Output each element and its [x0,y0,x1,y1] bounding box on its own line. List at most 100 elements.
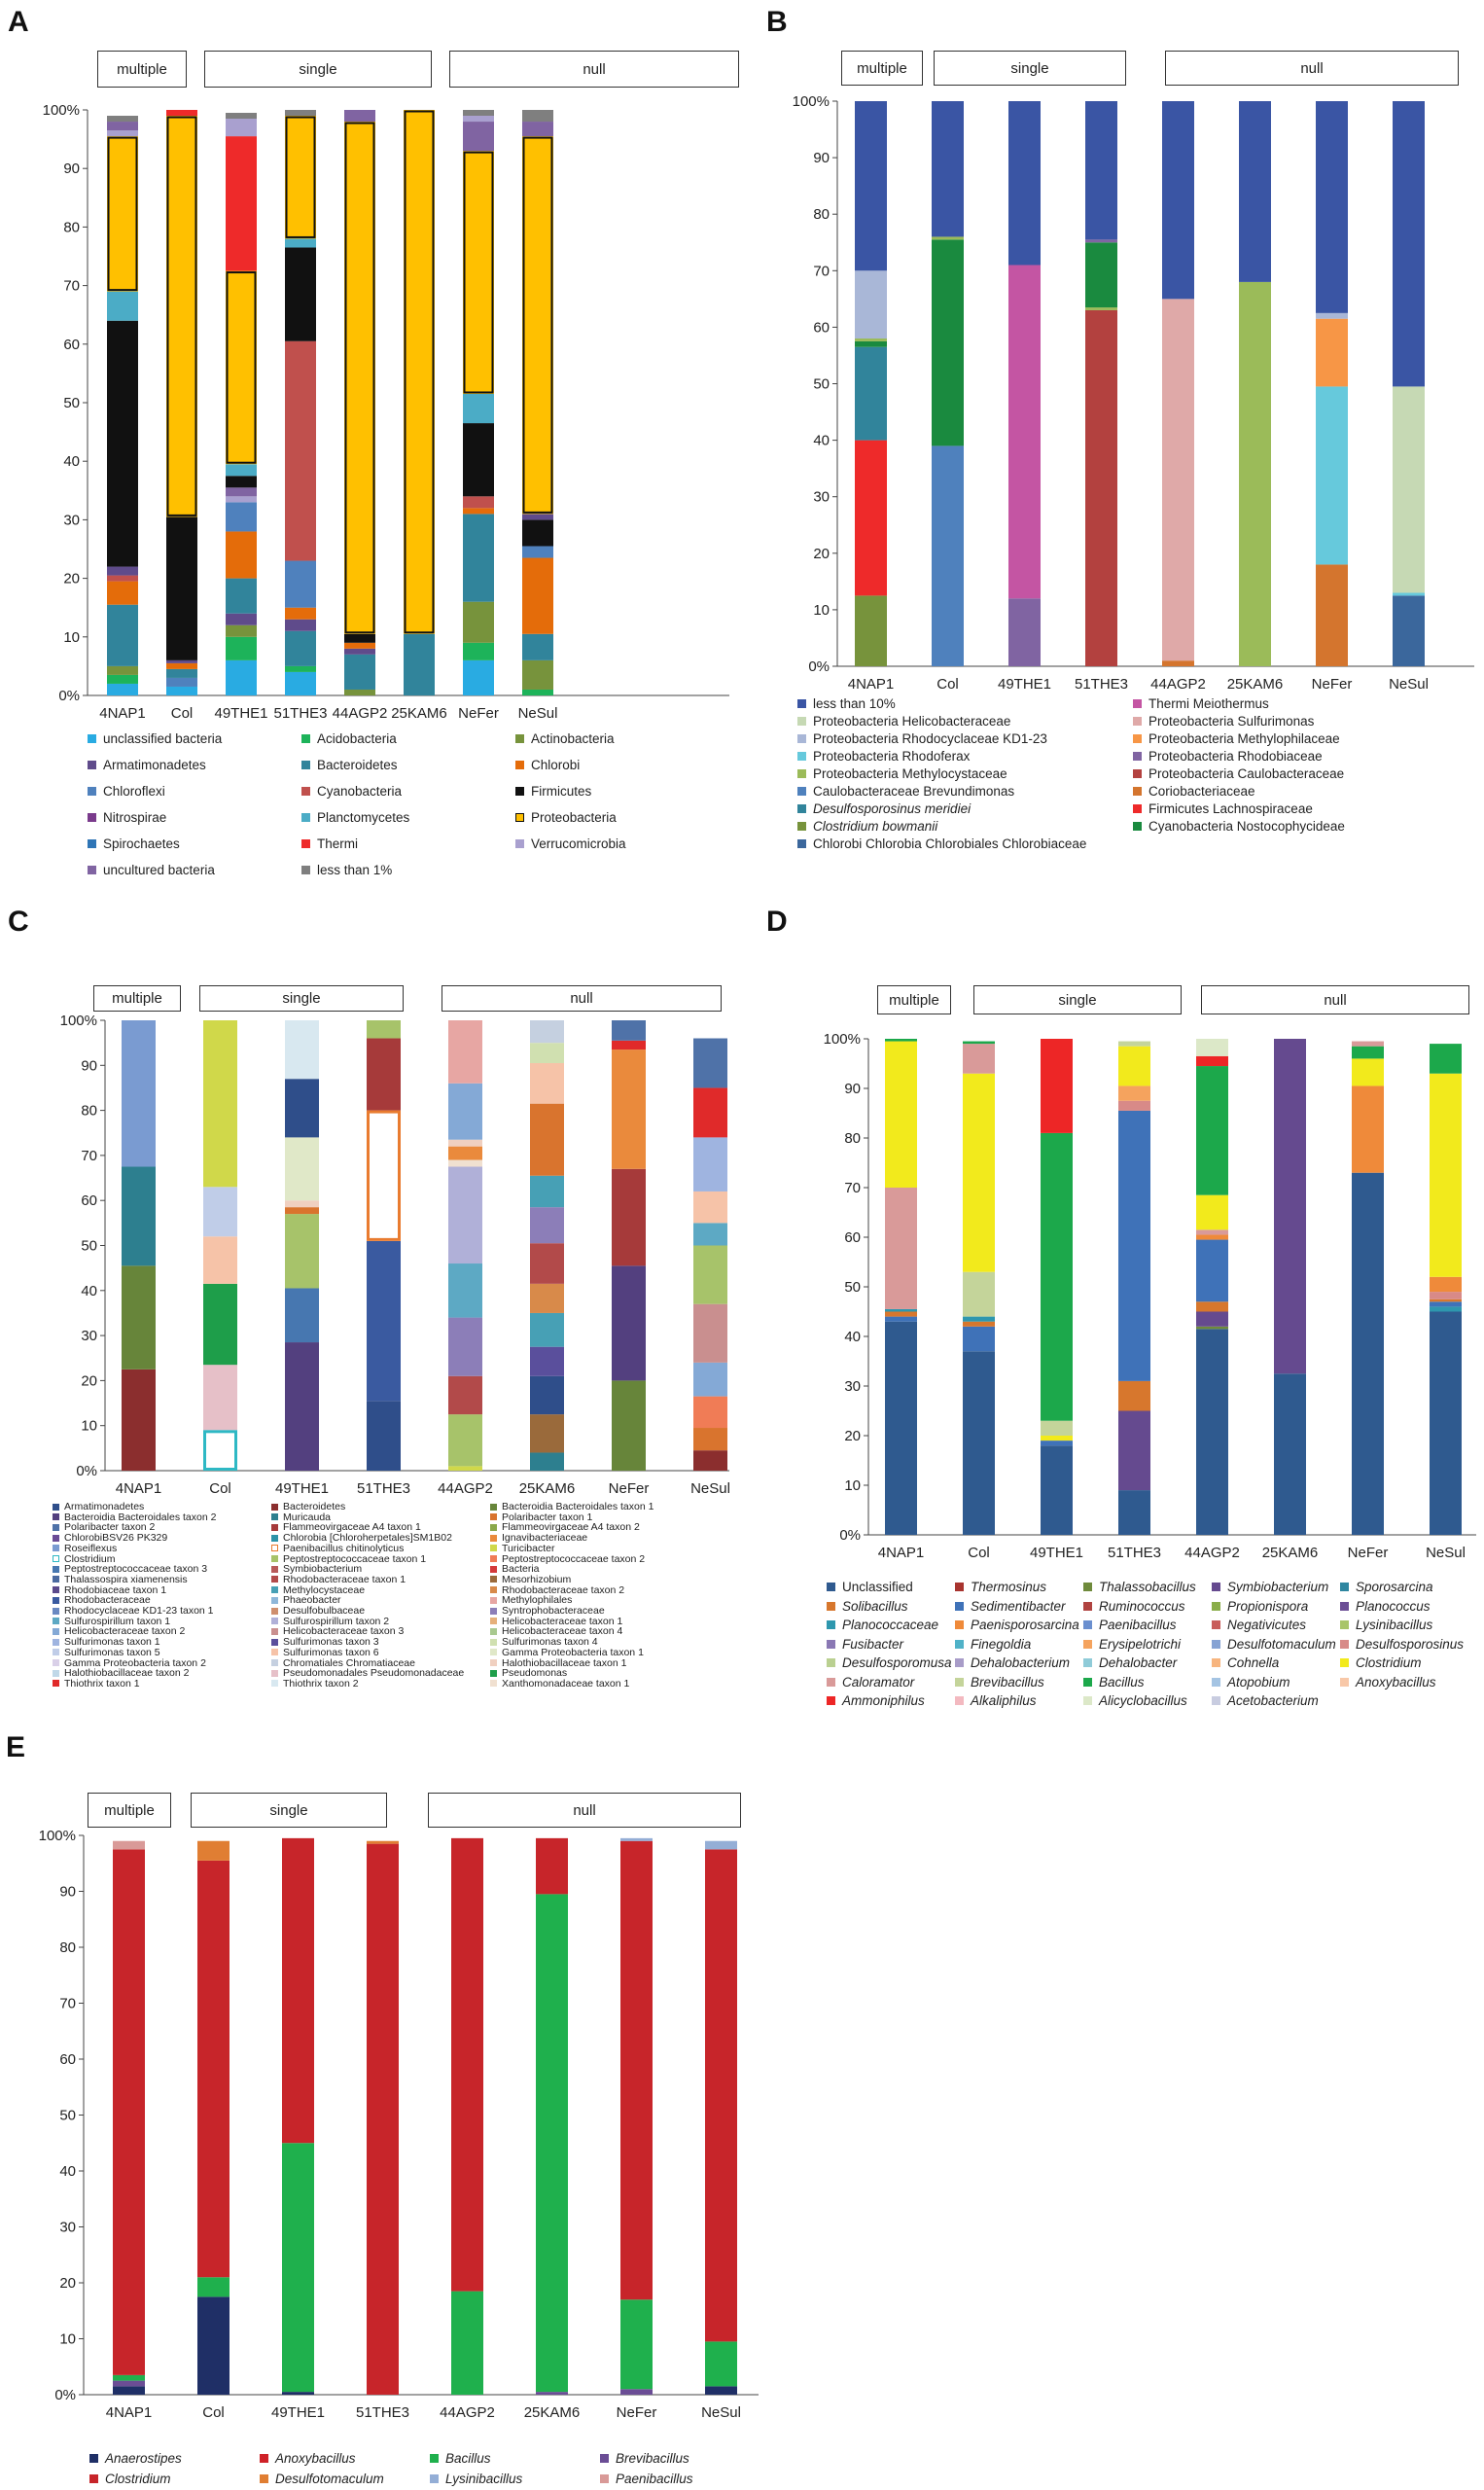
bar-segment-uncultured-bacteria [344,110,375,123]
legend-item-sulfurimonas-taxon-6: Sulfurimonas taxon 6 [271,1647,379,1658]
bar-segment-verrucomicrobia [226,119,257,137]
legend-item-sporosarcina: Sporosarcina [1340,1580,1433,1595]
legend-swatch [490,1565,497,1573]
legend-label: Syntrophobacteraceae [502,1605,605,1617]
legend-label: ChlorobiBSV26 PK329 [64,1532,168,1545]
legend-item-thiothrix-taxon-1: Thiothrix taxon 1 [53,1678,140,1690]
bar-segment-rhodobacteraceae-taxon-2 [530,1283,564,1313]
group-box-multiple: multiple [88,1793,171,1828]
legend-label: Halothiobacillaceae taxon 1 [502,1656,627,1669]
legend-label: Pseudomonas [502,1667,568,1680]
bar-segment-clostridium [1352,1058,1384,1086]
bar-segment-thalassobacillus [1196,1326,1228,1330]
bar-segment-paenibacillus-chitinolyticus [367,1110,401,1241]
y-tick-label: 70 [813,263,830,279]
legend-label: Rhodobiaceae taxon 1 [64,1583,167,1596]
bar-segment-less-than-10 [1162,101,1194,300]
legend-swatch [53,1534,59,1542]
bar-segment-chlorobi [226,531,257,579]
legend-label: Sulfurimonas taxon 6 [283,1646,379,1658]
bar-segment-bacillus [536,1894,568,2393]
legend-label: Paenibacillus chitinolyticus [283,1542,405,1554]
legend-item-alicyclobacillus: Alicyclobacillus [1083,1693,1187,1709]
legend-swatch [53,1576,59,1583]
legend-swatch [1083,1601,1092,1611]
bar-segment-chlorobi [166,662,197,669]
legend-swatch [53,1659,59,1667]
x-tick-label: 25KAM6 [391,705,447,722]
legend-item-cohnella: Cohnella [1212,1655,1279,1671]
y-tick-label: 50 [63,395,80,411]
bar-segment-pseudomonadales-pseudomonadaceae [203,1365,237,1431]
bar-segment-chloroflexi [285,560,316,608]
legend-item-chlorobia-chloroherpetales-sm1b02: Chlorobia [Chloroherpetales]SM1B02 [271,1532,452,1544]
legend-swatch [88,813,96,823]
legend-label: Caloramator [842,1674,915,1690]
x-tick-label: 44AGP2 [438,1480,493,1497]
legend-label: Desulfobulbaceae [283,1605,366,1617]
legend-label: Thiothrix taxon 1 [64,1677,140,1690]
legend-swatch [797,717,806,727]
legend-item-atopobium: Atopobium [1212,1675,1290,1690]
bar-segment-acidobacteria [226,636,257,660]
legend-item-cyanobacteria-nostocophycideae: Cyanobacteria Nostocophycideae [1133,819,1345,835]
y-tick-label: 100% [824,1031,861,1048]
legend-label: Brevibacillus [971,1674,1044,1690]
bar-segment-proteobacteria-methylocystaceae [1085,307,1117,310]
bar-segment-verrucomicrobia [226,496,257,503]
bar-segment-clostridium [1118,1046,1150,1086]
bar-segment-polaribacter-taxon-1 [530,1103,564,1176]
y-tick-label: 80 [81,1103,97,1120]
legend-label: Sulfurospirillum taxon 1 [64,1615,171,1627]
legend-swatch [271,1576,278,1583]
legend-label: Polaribacter taxon 2 [64,1521,156,1534]
legend-label: Verrucomicrobia [531,836,626,851]
legend-item-rhodocyclaceae-kd1-23-taxon-1: Rhodocyclaceae KD1-23 taxon 1 [53,1605,214,1617]
y-tick-label: 70 [844,1180,861,1196]
legend-swatch [827,1639,835,1649]
legend-label: Propionispora [1227,1598,1309,1614]
bar-segment-symbiobacterium [1274,1039,1306,1374]
legend-item-desulfotomaculum: Desulfotomaculum [1212,1637,1336,1653]
legend-swatch [53,1555,59,1563]
legend-swatch [1133,822,1142,832]
legend-label: Bacteroidia Bacteroidales taxon 1 [502,1501,654,1512]
bar-outline-proteobacteria [522,136,553,514]
bar-segment-brevibacillus [536,2392,568,2395]
bar-segment-gamma-proteobacteria-taxon-1 [285,1137,319,1201]
legend-label: Negativicutes [1227,1618,1307,1632]
bar-segment-bacteroidetes [122,1369,156,1471]
legend-item-solibacillus: Solibacillus [827,1599,908,1615]
legend-label: Acetobacterium [1227,1693,1319,1708]
legend-label: Alkaliphilus [971,1693,1037,1708]
legend-label: Cyanobacteria [317,784,403,799]
legend-swatch [1340,1639,1349,1649]
legend-swatch [53,1503,59,1511]
legend-item-flammeovirgaceae-a4-taxon-1: Flammeovirgaceae A4 taxon 1 [271,1521,421,1533]
legend-item-desulfobulbaceae: Desulfobulbaceae [271,1605,365,1617]
x-tick-label: 49THE1 [998,676,1051,693]
bar-segment-sedimentibacter [885,1316,917,1322]
bar-segment-ammoniphilus [1041,1039,1073,1133]
y-tick-label: 50 [813,376,830,393]
legend-item-finegoldia: Finegoldia [955,1637,1031,1653]
group-box-null: null [442,985,722,1012]
y-tick-label: 50 [59,2108,76,2124]
bar-segment-chlorobi [522,557,553,634]
bar-segment-solibacillus [885,1311,917,1317]
bar-segment-armatimonadetes [285,1079,319,1138]
y-tick-label: 0% [808,658,830,675]
legend-label: less than 10% [813,696,896,711]
legend-b: less than 10% Thermi Meiothermus Proteobac… [747,0,1484,875]
y-tick-label: 40 [59,2163,76,2180]
legend-label: Lysinibacillus [445,2472,523,2486]
bar-segment-unclassified [1041,1445,1073,1535]
bar-segment-methylophilales [448,1020,482,1084]
legend-label: Chlorobi Chlorobia Chlorobiales Chlorobi… [813,836,1087,851]
y-tick-label: 60 [813,319,830,336]
legend-swatch [490,1586,497,1594]
legend-swatch [515,839,524,849]
legend-item-brevibacillus: Brevibacillus [600,2451,689,2467]
legend-label: Chlorobi [531,758,581,772]
bar-segment-unclassified [1430,1311,1462,1535]
